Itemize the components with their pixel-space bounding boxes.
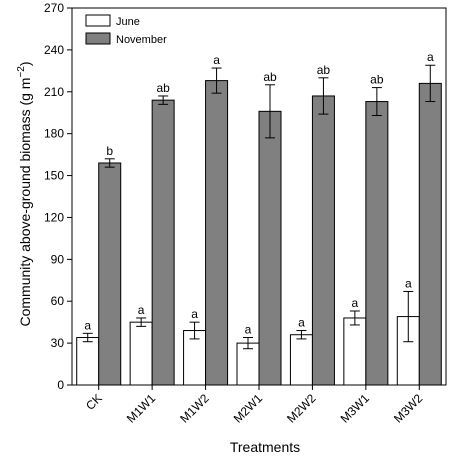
x-tick-label-m3w2: M3W2 — [391, 391, 426, 426]
x-tick-label-m3w1: M3W1 — [338, 391, 373, 426]
x-tick-label-m2w2: M2W2 — [284, 391, 319, 426]
significance-label-june-m2w1: a — [245, 323, 252, 337]
y-tick-label-240: 240 — [44, 43, 64, 57]
legend-label-november: November — [116, 34, 167, 46]
legend: June November — [85, 14, 167, 46]
legend-label-june: June — [116, 16, 140, 28]
y-tick-label-210: 210 — [44, 85, 64, 99]
y-axis-title: Community above-ground biomass (g m−2) — [16, 61, 33, 326]
y-axis-title-main: Community above-ground biomass (g m — [17, 78, 33, 327]
y-axis-title-exponent: −2 — [16, 66, 27, 78]
y-tick-label-120: 120 — [44, 210, 64, 224]
significance-label-june-m2w2: a — [298, 316, 305, 330]
x-tick-label-m1w2: M1W2 — [177, 391, 212, 426]
x-axis-title: Treatments — [230, 439, 300, 455]
legend-swatch-june — [85, 14, 111, 27]
bar-november-m2w2 — [311, 95, 335, 386]
significance-label-november-m2w2: ab — [317, 63, 331, 77]
bar-november-m3w2 — [418, 82, 442, 386]
bar-november-m1w1 — [151, 99, 175, 386]
significance-label-november-m2w1: ab — [263, 70, 277, 84]
significance-label-november-ck: b — [106, 144, 113, 158]
y-tick-label-270: 270 — [44, 1, 64, 15]
significance-label-june-m1w2: a — [191, 307, 198, 321]
significance-label-june-m3w2: a — [405, 276, 412, 290]
y-tick-label-150: 150 — [44, 169, 64, 183]
significance-label-november-m1w1: ab — [156, 81, 170, 95]
bar-june-m1w1 — [129, 321, 153, 386]
x-tick-label-m2w1: M2W1 — [231, 391, 266, 426]
significance-label-november-m3w2: a — [427, 50, 434, 64]
y-axis-title-suffix: ) — [17, 61, 33, 66]
bar-november-m1w2 — [205, 80, 229, 386]
y-tick-label-0: 0 — [57, 378, 64, 392]
bar-november-m2w1 — [258, 110, 282, 386]
x-tick-label-ck: CK — [83, 391, 105, 413]
bar-november-m3w1 — [365, 101, 389, 386]
bar-june-m3w1 — [343, 317, 367, 386]
y-tick-label-30: 30 — [51, 336, 65, 350]
x-tick-label-m1w1: M1W1 — [124, 391, 159, 426]
y-tick-label-180: 180 — [44, 127, 64, 141]
bar-june-ck — [76, 337, 100, 386]
significance-label-november-m3w1: ab — [370, 73, 384, 87]
significance-label-november-m1w2: a — [213, 53, 220, 67]
bar-june-m2w2 — [289, 334, 313, 386]
significance-label-june-m1w1: a — [138, 303, 145, 317]
bar-june-m2w1 — [236, 342, 260, 386]
y-tick-label-90: 90 — [51, 252, 65, 266]
significance-label-june-ck: a — [84, 318, 91, 332]
bar-november-ck — [98, 162, 122, 386]
legend-swatch-november — [85, 32, 111, 45]
significance-label-june-m3w1: a — [352, 296, 359, 310]
y-tick-label-60: 60 — [51, 294, 65, 308]
